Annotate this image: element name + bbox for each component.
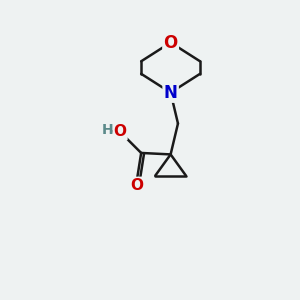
Text: O: O [113,124,127,139]
Text: N: N [164,84,178,102]
Text: O: O [130,178,143,193]
Text: H: H [102,123,113,137]
Text: O: O [164,34,178,52]
